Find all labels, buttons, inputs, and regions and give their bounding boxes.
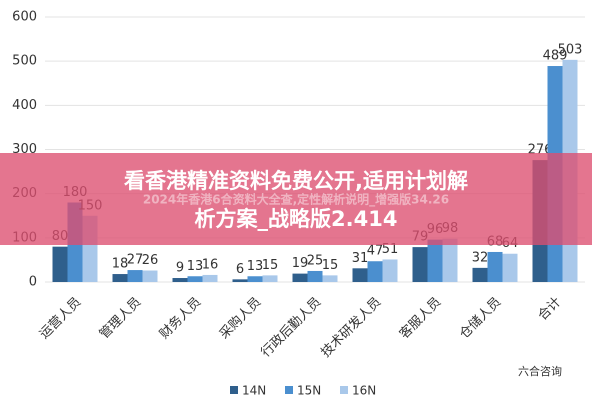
watermark: 六合咨询 — [518, 364, 562, 378]
bar — [502, 253, 518, 282]
legend-swatch — [340, 386, 348, 394]
x-tick-label: 运营人员 — [37, 295, 84, 342]
bar — [172, 278, 188, 282]
data-label: 26 — [142, 253, 159, 268]
bar — [292, 273, 308, 282]
data-label: 13 — [187, 259, 204, 274]
data-label: 489 — [543, 49, 568, 64]
data-label: 51 — [382, 242, 399, 257]
x-tick-label: 行政后勤人员 — [259, 295, 325, 361]
legend-swatch — [230, 386, 238, 394]
x-tick-label: 合计 — [535, 295, 564, 324]
banner — [0, 153, 592, 245]
data-label: 32 — [472, 250, 489, 265]
x-tick-label: 客服人员 — [396, 294, 444, 342]
data-label: 31 — [352, 251, 369, 266]
data-label: 15 — [322, 258, 339, 273]
data-label: 47 — [367, 244, 384, 259]
x-tick-label: 仓储人员 — [457, 295, 504, 342]
banner-title: 看香港精准资料免费公开,适用计划解 — [124, 169, 468, 193]
bar — [202, 274, 218, 282]
legend-label: 15N — [297, 384, 321, 398]
bar — [112, 274, 128, 282]
x-tick-label: 管理人员 — [97, 295, 144, 342]
bar — [232, 279, 248, 282]
bar — [142, 270, 158, 282]
bar — [382, 259, 398, 282]
data-label: 18 — [112, 257, 129, 272]
bar — [427, 239, 443, 282]
bar — [487, 251, 503, 282]
bar — [352, 268, 368, 282]
legend-label: 14N — [242, 384, 266, 398]
x-tick-label: 技术研发人员 — [318, 294, 384, 360]
data-label: 6 — [236, 262, 244, 277]
bar — [127, 270, 143, 282]
bar — [247, 276, 263, 282]
bar — [187, 276, 203, 282]
data-label: 25 — [307, 253, 324, 268]
y-tick-label: 600 — [12, 10, 37, 25]
bar — [307, 270, 323, 282]
bar — [472, 267, 488, 282]
legend-label: 16N — [352, 384, 376, 398]
bar — [322, 275, 338, 282]
bar — [262, 275, 278, 282]
data-label: 19 — [292, 256, 309, 271]
banner-title: 析方案_战略版2.414 — [195, 207, 398, 231]
data-label: 9 — [176, 261, 184, 276]
data-label: 13 — [247, 259, 264, 274]
bar — [367, 261, 383, 282]
banner-subtitle: 2024年香港6合资料大全查,定性解析说明_增强版34.26 — [143, 192, 449, 208]
x-tick-label: 财务人员 — [156, 294, 204, 342]
x-tick-label: 采购人员 — [216, 294, 264, 342]
bar — [412, 247, 428, 282]
data-label: 15 — [262, 258, 279, 273]
legend-swatch — [285, 386, 293, 394]
data-label: 503 — [558, 42, 583, 57]
bar — [52, 246, 68, 282]
data-label: 27 — [127, 253, 144, 268]
y-tick-label: 0 — [29, 275, 37, 290]
y-tick-label: 500 — [12, 54, 37, 69]
y-tick-label: 400 — [12, 98, 37, 113]
bar — [442, 238, 458, 282]
data-label: 16 — [202, 257, 219, 272]
